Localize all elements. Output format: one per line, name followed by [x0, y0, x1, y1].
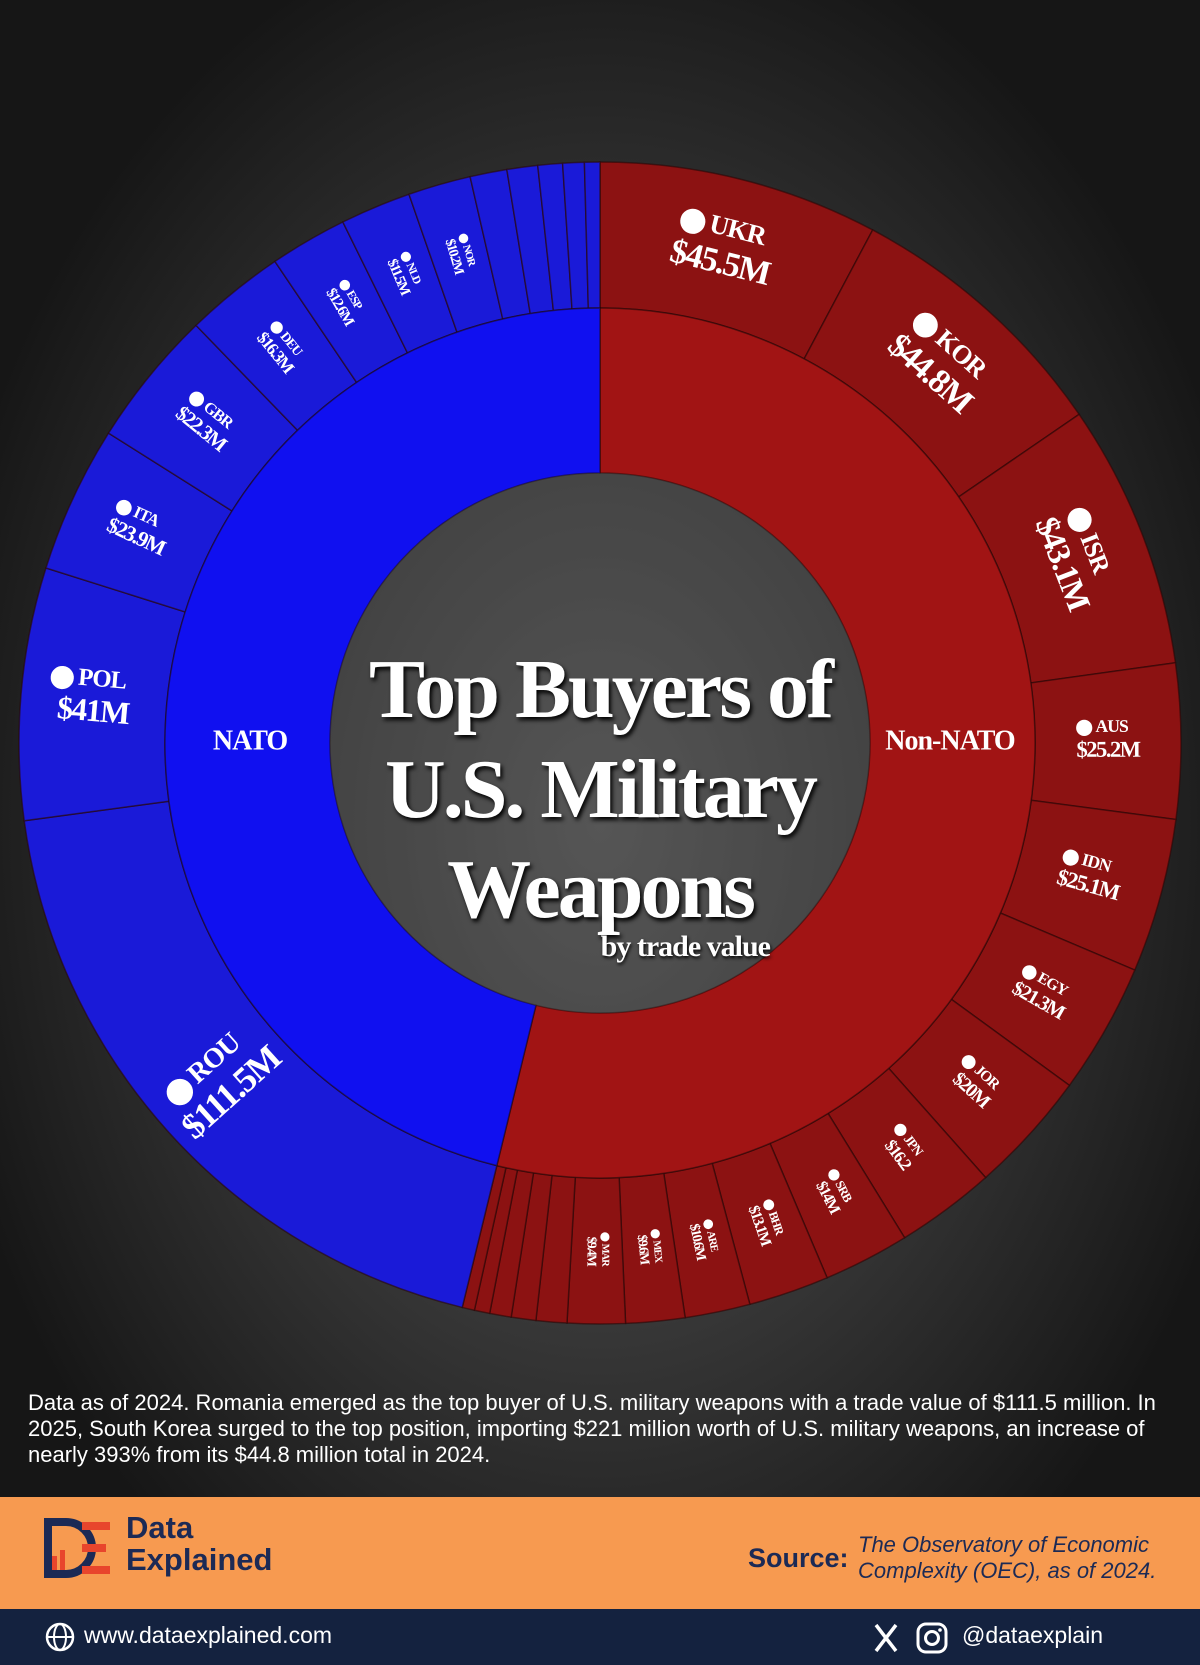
flag: [762, 1198, 776, 1212]
group-ring: [164, 307, 601, 1167]
group-label: Non-NATO: [885, 725, 1015, 756]
chart-title: Weapons: [447, 843, 756, 936]
flag: [1061, 848, 1080, 867]
flag: [827, 1168, 841, 1182]
brand-logo: [44, 1518, 110, 1578]
slice-label: MAR$9.4M: [584, 1231, 611, 1268]
category-label: POL: [77, 664, 128, 695]
center-hole: [330, 473, 870, 1013]
flag: [457, 232, 470, 245]
group-label: NATO: [213, 725, 288, 756]
flag: [165, 1077, 195, 1107]
slice-label: MEX$9.6M: [635, 1228, 664, 1266]
flag: [115, 498, 133, 517]
value-label: $25.2M: [1076, 737, 1140, 762]
group-ring: [495, 307, 1036, 1179]
flag: [911, 311, 939, 339]
chart-title: Top Buyers of: [368, 643, 834, 736]
source-label: Source:: [748, 1543, 849, 1573]
value-label: $10.6M: [686, 1222, 709, 1262]
website[interactable]: www.dataexplained.com: [84, 1622, 333, 1648]
flag: [702, 1218, 715, 1231]
flag: [1075, 718, 1094, 737]
source: The Observatory of Economic Complexity (…: [858, 1532, 1157, 1583]
category-label: NOR: [460, 243, 478, 268]
footer-band: [0, 1497, 1200, 1609]
footer-bar: [0, 1609, 1200, 1665]
globe-icon: [45, 1622, 75, 1652]
value-label: $9.6M: [635, 1234, 653, 1266]
chart-subtitle: by trade value: [600, 930, 771, 963]
flag: [269, 320, 284, 335]
flag: [1066, 506, 1093, 533]
value-label: $9.4M: [584, 1237, 599, 1268]
slice-label: AUS$25.2M: [1075, 716, 1141, 762]
flag: [49, 664, 75, 691]
flag: [1021, 964, 1038, 981]
category-label: MAR: [599, 1244, 610, 1268]
social-icons: [874, 1622, 948, 1654]
flag: [399, 250, 412, 263]
flag: [679, 207, 707, 235]
footnote: Data as of 2024. Romania emerged as the …: [28, 1390, 1156, 1467]
flag: [188, 390, 206, 408]
flag: [649, 1228, 661, 1240]
category-label: AUS: [1095, 716, 1129, 736]
flag: [599, 1231, 611, 1243]
category-label: ARE: [704, 1230, 720, 1253]
category-label: MEX: [650, 1240, 663, 1264]
flag: [338, 278, 352, 292]
value-label: $41M: [56, 690, 132, 731]
slice-label: POL$41M: [49, 664, 132, 731]
brand-name: Data Explained: [126, 1510, 273, 1577]
chart: UKR$45.5MKOR$44.8MISR$43.1MAUS$25.2MIDN$…: [18, 161, 1182, 1325]
flag: [960, 1054, 977, 1071]
chart-title: U.S. Military: [385, 743, 818, 836]
social-handle[interactable]: @dataexplain: [962, 1622, 1103, 1648]
slice-label: ARE$10.6M: [686, 1218, 720, 1262]
flag: [893, 1122, 908, 1138]
